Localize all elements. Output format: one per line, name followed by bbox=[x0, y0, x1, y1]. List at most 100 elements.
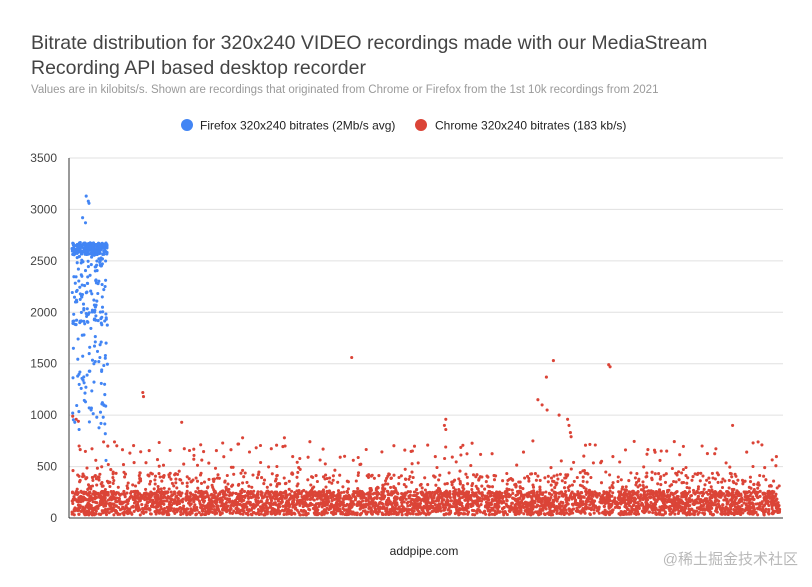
chrome-point bbox=[410, 480, 414, 484]
chrome-point bbox=[163, 506, 167, 511]
chrome-point bbox=[652, 505, 656, 509]
firefox-point bbox=[81, 354, 85, 358]
chrome-point bbox=[184, 498, 188, 502]
chrome-point bbox=[177, 492, 181, 497]
chrome-point bbox=[710, 471, 714, 475]
chrome-point bbox=[452, 486, 456, 490]
chrome-point bbox=[423, 476, 427, 480]
chrome-point bbox=[241, 481, 245, 485]
chrome-point bbox=[660, 508, 665, 512]
chrome-point bbox=[94, 458, 98, 462]
chrome-point bbox=[122, 492, 126, 496]
chrome-point bbox=[184, 510, 188, 514]
firefox-point bbox=[86, 281, 90, 286]
chrome-point bbox=[559, 510, 563, 514]
chrome-point bbox=[522, 512, 526, 516]
chrome-point bbox=[301, 513, 305, 517]
chrome-point bbox=[231, 491, 235, 495]
chrome-point bbox=[378, 505, 382, 509]
chrome-point bbox=[356, 455, 360, 460]
chrome-point bbox=[434, 499, 438, 503]
chrome-point bbox=[305, 497, 310, 501]
chrome-point bbox=[369, 511, 373, 515]
chrome-point bbox=[70, 499, 74, 503]
chrome-point bbox=[623, 448, 628, 452]
chrome-point bbox=[179, 512, 183, 517]
chrome-point bbox=[129, 491, 133, 495]
chrome-point bbox=[230, 484, 234, 488]
chrome-point bbox=[241, 436, 245, 440]
chrome-point bbox=[217, 497, 221, 501]
firefox-point bbox=[92, 380, 96, 384]
chrome-point bbox=[718, 505, 722, 509]
chrome-point bbox=[690, 512, 695, 516]
chrome-point bbox=[298, 503, 302, 507]
chrome-point bbox=[457, 488, 461, 492]
chrome-point bbox=[224, 500, 229, 505]
chrome-point bbox=[534, 478, 538, 482]
chrome-point bbox=[457, 494, 461, 498]
chrome-point bbox=[275, 490, 279, 494]
chrome-point bbox=[521, 450, 526, 454]
chrome-point bbox=[259, 460, 263, 465]
chrome-point bbox=[209, 501, 213, 505]
chrome-point bbox=[291, 504, 295, 508]
chrome-point bbox=[646, 498, 650, 502]
chrome-point bbox=[343, 454, 347, 458]
firefox-point bbox=[95, 269, 99, 273]
chrome-point bbox=[351, 458, 355, 462]
chrome-point bbox=[103, 487, 107, 492]
chrome-point bbox=[563, 505, 567, 509]
chrome-point bbox=[647, 510, 651, 514]
chrome-point bbox=[703, 483, 707, 487]
chrome-point bbox=[377, 474, 381, 478]
chrome-point bbox=[333, 468, 337, 472]
chrome-point bbox=[538, 507, 542, 512]
chrome-point bbox=[631, 489, 635, 493]
chrome-point bbox=[671, 504, 675, 508]
chrome-point bbox=[265, 512, 269, 516]
chrome-point bbox=[442, 423, 446, 427]
firefox-point bbox=[82, 381, 86, 385]
chrome-point bbox=[154, 505, 158, 510]
chrome-point bbox=[547, 510, 551, 515]
chrome-point bbox=[148, 482, 152, 486]
chrome-point bbox=[347, 493, 351, 497]
chrome-point bbox=[241, 512, 245, 516]
chrome-point bbox=[476, 487, 480, 491]
chrome-point bbox=[361, 505, 365, 509]
firefox-point bbox=[87, 311, 91, 315]
chrome-point bbox=[711, 476, 715, 480]
chrome-point bbox=[406, 500, 410, 504]
chrome-point bbox=[203, 495, 207, 499]
firefox-point bbox=[86, 320, 90, 324]
chrome-point bbox=[218, 513, 222, 517]
chrome-point bbox=[224, 493, 228, 497]
chrome-point bbox=[258, 443, 263, 448]
chrome-point bbox=[90, 510, 95, 514]
chrome-point bbox=[144, 487, 148, 491]
y-tick-label: 2000 bbox=[30, 305, 57, 319]
chrome-point bbox=[662, 473, 666, 477]
chrome-point bbox=[187, 477, 191, 481]
chrome-point bbox=[256, 499, 260, 503]
chrome-point bbox=[427, 490, 431, 495]
chrome-point bbox=[84, 505, 88, 509]
chrome-point bbox=[276, 499, 281, 503]
chrome-point bbox=[553, 494, 557, 499]
chrome-point bbox=[617, 505, 621, 509]
chrome-point bbox=[574, 509, 578, 513]
chrome-point bbox=[175, 486, 179, 490]
firefox-point bbox=[97, 257, 101, 261]
chrome-point bbox=[165, 490, 169, 494]
chrome-point bbox=[470, 441, 474, 445]
chrome-point bbox=[568, 484, 572, 488]
chrome-point bbox=[421, 497, 425, 501]
chrome-point bbox=[487, 512, 491, 517]
chrome-point bbox=[632, 503, 636, 507]
chrome-point bbox=[81, 472, 85, 476]
chrome-point bbox=[480, 484, 484, 488]
chrome-point bbox=[461, 492, 465, 496]
chrome-point bbox=[232, 472, 236, 476]
chrome-point bbox=[329, 504, 333, 508]
